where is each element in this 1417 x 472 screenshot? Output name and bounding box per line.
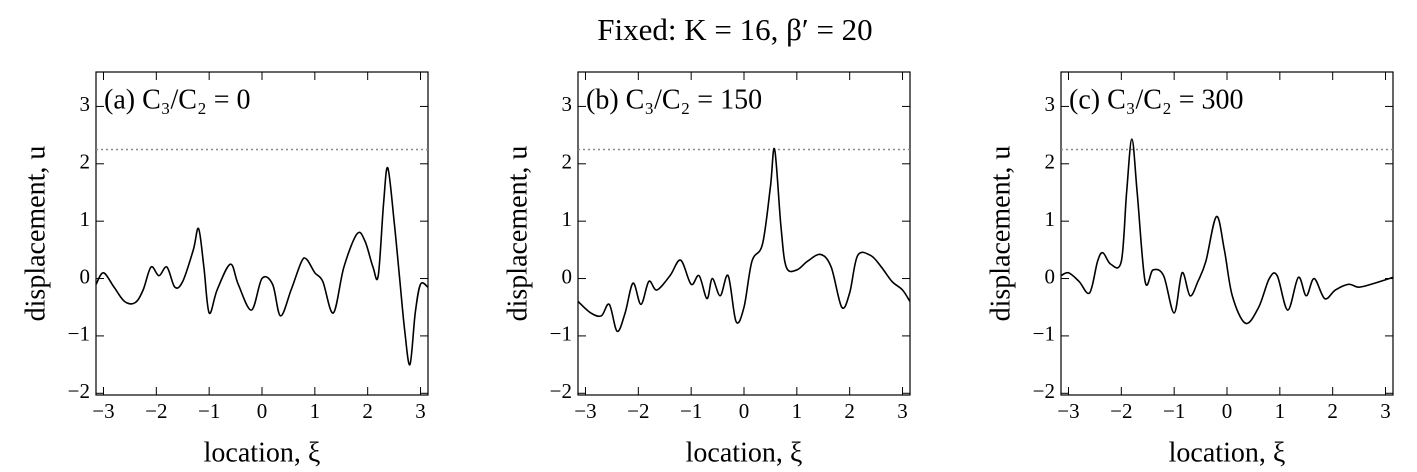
y-tick-label: 3 <box>1045 92 1056 116</box>
y-tick-label: 3 <box>562 92 573 116</box>
panel-label: (b) C₃/C₂ = 150 <box>586 84 762 115</box>
x-axis-label: location, ξ <box>1169 437 1286 468</box>
y-tick-label: −2 <box>68 379 90 403</box>
y-axis-label: displacement, u <box>20 146 51 322</box>
y-axis-label: displacement, u <box>502 146 533 322</box>
x-tick-label: 0 <box>739 399 750 423</box>
plot-frame <box>577 71 911 396</box>
figure-title: Fixed: K = 16, β′ = 20 <box>597 12 872 47</box>
x-tick-label: −1 <box>1163 399 1185 423</box>
y-tick-label: 1 <box>1045 207 1056 231</box>
y-tick-label: 2 <box>1045 150 1056 174</box>
panel-label: (c) C₃/C₂ = 300 <box>1069 84 1244 115</box>
x-tick-label: 0 <box>257 399 268 423</box>
y-tick-label: −1 <box>1033 322 1055 346</box>
x-tick-label: 3 <box>415 399 426 423</box>
x-tick-label: −2 <box>1110 399 1132 423</box>
y-tick-label: 1 <box>562 207 573 231</box>
x-tick-label: 1 <box>310 399 321 423</box>
x-axis-label: location, ξ <box>686 437 803 468</box>
y-tick-label: −1 <box>550 322 572 346</box>
x-tick-label: 2 <box>1327 399 1338 423</box>
x-tick-label: 3 <box>1380 399 1391 423</box>
x-tick-label: 1 <box>1275 399 1286 423</box>
panel-label: (a) C₃/C₂ = 0 <box>104 84 251 115</box>
y-axis-label: displacement, u <box>985 146 1016 322</box>
x-tick-label: −1 <box>680 399 702 423</box>
x-tick-label: −3 <box>574 399 596 423</box>
y-tick-label: 3 <box>80 92 91 116</box>
x-tick-label: −3 <box>92 399 114 423</box>
y-tick-label: −2 <box>550 379 572 403</box>
data-line <box>577 147 911 333</box>
y-tick-label: 0 <box>1045 264 1056 288</box>
x-tick-label: 0 <box>1222 399 1233 423</box>
y-tick-label: 2 <box>80 150 91 174</box>
y-tick-label: 1 <box>80 207 91 231</box>
x-tick-label: −1 <box>198 399 220 423</box>
y-tick-label: −1 <box>68 322 90 346</box>
data-line <box>1060 138 1394 325</box>
x-tick-label: 2 <box>362 399 373 423</box>
y-tick-label: 0 <box>562 264 573 288</box>
x-tick-label: 1 <box>792 399 803 423</box>
x-tick-label: −2 <box>627 399 649 423</box>
plot-frame <box>95 71 429 396</box>
x-axis-label: location, ξ <box>204 437 321 468</box>
x-tick-label: 3 <box>897 399 908 423</box>
data-line <box>95 167 429 366</box>
x-tick-label: −3 <box>1057 399 1079 423</box>
y-tick-label: −2 <box>1033 379 1055 403</box>
y-tick-label: 2 <box>562 150 573 174</box>
plot-frame <box>1060 71 1394 396</box>
y-tick-label: 0 <box>80 264 91 288</box>
x-tick-label: −2 <box>145 399 167 423</box>
x-tick-label: 2 <box>844 399 855 423</box>
